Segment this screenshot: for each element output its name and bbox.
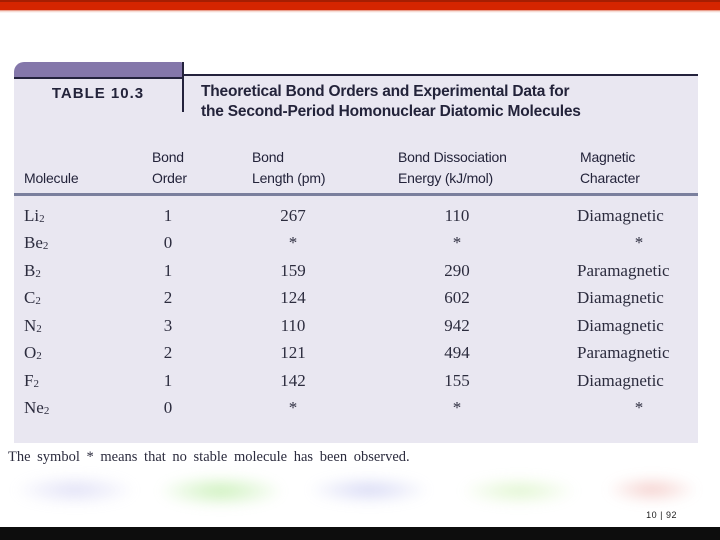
column-header: Molecule (24, 170, 79, 186)
column-header-row: Molecule Bond Order Bond Length (pm) Bond Dis… (14, 145, 698, 192)
table-title-line1: Theoretical Bond Orders and Experimental… (201, 83, 570, 100)
table-title: Theoretical Bond Orders and Experimental… (201, 82, 691, 122)
table-background (14, 76, 698, 443)
bond-energy-cell: 602 (444, 288, 470, 308)
magnetic-character-cell: Diamagnetic (577, 315, 664, 335)
table-title-divider (182, 62, 184, 112)
bond-length-cell: 142 (280, 370, 306, 390)
column-header: Bond Order (152, 149, 187, 186)
table-row: Be 2 0 * * * (14, 230, 698, 258)
bond-length-cell: 121 (280, 343, 306, 363)
bond-energy-cell: * (452, 233, 462, 253)
table-row: Ne 2 0 * * * (14, 395, 698, 423)
bond-length-cell: 159 (280, 260, 306, 280)
page-counter: 10 | 92 (646, 510, 677, 520)
bond-energy-cell: * (452, 398, 462, 418)
magnetic-character-cell: Paramagnetic (577, 343, 670, 363)
decorative-blob (608, 477, 696, 502)
bond-length-cell: 124 (280, 288, 306, 308)
decorative-blob (310, 477, 428, 503)
table-footnote: The symbol * means that no stable molecu… (8, 449, 410, 465)
decorative-blob (463, 478, 575, 504)
column-header: Bond Dissociation Energy (kJ/mol) (398, 149, 507, 186)
bond-energy-cell: 110 (444, 205, 470, 225)
magnetic-character-cell: Paramagnetic (577, 260, 670, 280)
magnetic-character-cell: * (634, 398, 644, 418)
decorative-blob (160, 476, 282, 506)
bottom-black-bar (0, 527, 720, 540)
bond-energy-cell: 290 (444, 260, 470, 280)
bond-order-cell: 1 (163, 370, 173, 390)
bond-energy-cell: 155 (444, 370, 470, 390)
column-header: Bond Length (pm) (252, 149, 326, 186)
magnetic-character-cell: Diamagnetic (577, 205, 664, 225)
magnetic-character-cell: Diamagnetic (577, 370, 664, 390)
magnetic-character-cell: Diamagnetic (577, 288, 664, 308)
bond-length-cell: 110 (280, 315, 306, 335)
decorative-blob (16, 476, 134, 504)
bond-order-cell: 3 (163, 315, 173, 335)
header-separator-rule (14, 193, 698, 196)
bond-order-cell: 2 (163, 343, 173, 363)
bond-order-cell: 1 (163, 260, 173, 280)
bond-length-cell: 267 (280, 205, 306, 225)
data-table-panel: TABLE 10.3 Theoretical Bond Orders and E… (14, 62, 698, 443)
bond-order-cell: 0 (163, 398, 173, 418)
bond-order-cell: 2 (163, 288, 173, 308)
bond-length-cell: * (288, 233, 298, 253)
table-label: TABLE 10.3 (51, 85, 145, 102)
molecule-cell: Ne 2 (24, 398, 50, 418)
column-header: Magnetic Character (580, 149, 640, 186)
table-number-tab (14, 62, 182, 79)
magnetic-character-cell: * (634, 233, 644, 253)
table-top-rule (184, 74, 698, 76)
table-row: Li 2 1 267 110 Diamagnetic (14, 202, 698, 230)
molecule-cell: Li 2 (24, 205, 45, 225)
table-title-line2: the Second-Period Homonuclear Diatomic M… (201, 103, 581, 120)
bond-order-cell: 1 (163, 205, 173, 225)
bond-length-cell: * (288, 398, 298, 418)
bond-energy-cell: 494 (444, 343, 470, 363)
decorative-blob-strip (0, 474, 720, 508)
bond-order-cell: 0 (163, 233, 173, 253)
molecule-cell: Be 2 (24, 233, 49, 253)
top-red-bar (0, 0, 720, 13)
bond-energy-cell: 942 (444, 315, 470, 335)
